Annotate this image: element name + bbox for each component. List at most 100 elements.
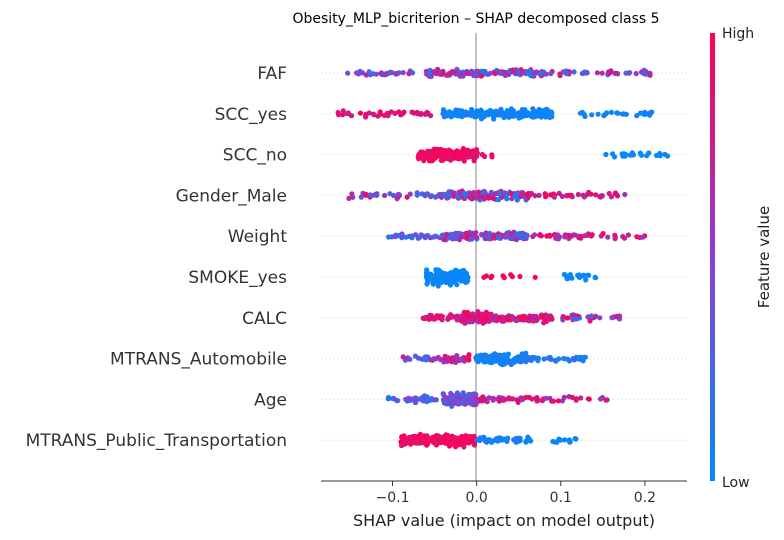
shap-point <box>589 232 595 238</box>
shap-point <box>523 350 529 356</box>
shap-point <box>530 111 537 117</box>
shap-point <box>581 272 587 278</box>
shap-point <box>429 193 435 199</box>
shap-point <box>616 313 623 319</box>
shap-point <box>345 70 351 76</box>
shap-point <box>543 395 549 401</box>
shap-point <box>508 109 514 115</box>
shap-point <box>377 109 383 115</box>
shap-point <box>424 281 430 287</box>
shap-point <box>466 357 472 363</box>
shap-point <box>399 231 405 237</box>
feature-rows: FAF SCC_yes SCC_no Gender_Male Weight SMOKE_y… <box>26 64 687 451</box>
shap-point <box>510 315 516 321</box>
shap-point <box>366 69 372 75</box>
shap-point <box>450 69 456 75</box>
shap-point <box>483 354 489 360</box>
shap-point <box>458 70 464 77</box>
shap-point <box>581 354 587 360</box>
shap-point <box>420 149 426 155</box>
feature-label: SMOKE_yes <box>188 268 287 288</box>
shap-point <box>574 316 580 322</box>
shap-point <box>395 191 402 197</box>
shap-point <box>433 194 439 200</box>
shap-point <box>657 150 663 157</box>
shap-point <box>428 113 434 119</box>
shap-point <box>606 190 612 197</box>
shap-point <box>412 353 418 359</box>
shap-point <box>441 236 447 243</box>
shap-point <box>409 109 415 115</box>
shap-point <box>584 191 590 198</box>
shap-point <box>664 153 671 159</box>
shap-point <box>589 112 595 118</box>
shap-point <box>448 232 454 238</box>
shap-point <box>517 273 523 280</box>
shap-point <box>606 69 612 75</box>
shap-point <box>463 315 469 322</box>
shap-point <box>349 191 355 197</box>
shap-point <box>562 437 568 443</box>
shap-point <box>483 71 489 77</box>
shap-point <box>414 109 420 115</box>
shap-point <box>595 111 601 117</box>
x-axis-label: SHAP value (impact on model output) <box>353 511 655 530</box>
shap-point <box>532 274 538 280</box>
shap-point <box>406 434 412 440</box>
shap-point <box>528 438 534 444</box>
shap-point <box>466 399 472 405</box>
shap-point <box>561 355 567 362</box>
shap-point <box>532 193 538 199</box>
shap-point <box>363 192 369 198</box>
shap-point <box>501 318 507 324</box>
shap-point <box>471 234 477 240</box>
shap-point <box>386 110 392 117</box>
shap-point <box>490 397 496 403</box>
shap-point <box>370 71 376 77</box>
shap-point <box>363 113 369 119</box>
shap-point <box>458 356 464 363</box>
shap-point <box>464 439 470 445</box>
shap-point <box>582 113 588 119</box>
shap-point <box>573 436 579 442</box>
shap-point <box>479 311 485 317</box>
shap-point <box>530 106 536 112</box>
shap-point <box>461 153 467 159</box>
shap-point <box>389 234 395 240</box>
shap-point <box>535 355 542 361</box>
shap-point <box>450 151 456 157</box>
shap-point <box>422 439 429 445</box>
shap-point <box>605 234 611 240</box>
shap-point <box>571 69 577 75</box>
shap-point <box>537 232 543 238</box>
shap-point <box>572 232 579 238</box>
shap-point <box>479 68 485 74</box>
shap-point <box>502 72 508 79</box>
x-tick-label: 0.0 <box>466 490 488 506</box>
shap-point <box>612 236 618 242</box>
shap-point <box>588 191 594 197</box>
shap-point <box>463 230 469 236</box>
shap-point <box>500 397 506 403</box>
shap-point <box>510 396 516 402</box>
shap-point <box>578 395 584 401</box>
shap-point <box>477 396 484 402</box>
shap-point <box>464 235 470 241</box>
shap-point <box>383 72 389 78</box>
x-axis-ticks: −0.1 0.0 0.1 0.2 <box>376 481 656 506</box>
shap-point <box>483 273 489 279</box>
shap-point <box>621 235 628 241</box>
shap-point <box>462 147 468 153</box>
shap-point <box>641 71 647 77</box>
shap-point <box>622 153 628 159</box>
shap-point <box>357 110 364 116</box>
shap-point <box>489 358 495 364</box>
shap-point <box>415 438 421 444</box>
shap-point <box>426 151 432 157</box>
shap-point <box>433 438 439 444</box>
shap-point <box>627 70 633 76</box>
shap-point <box>510 67 516 73</box>
shap-point <box>427 357 433 363</box>
shap-point <box>439 317 445 323</box>
shap-point <box>593 192 599 198</box>
